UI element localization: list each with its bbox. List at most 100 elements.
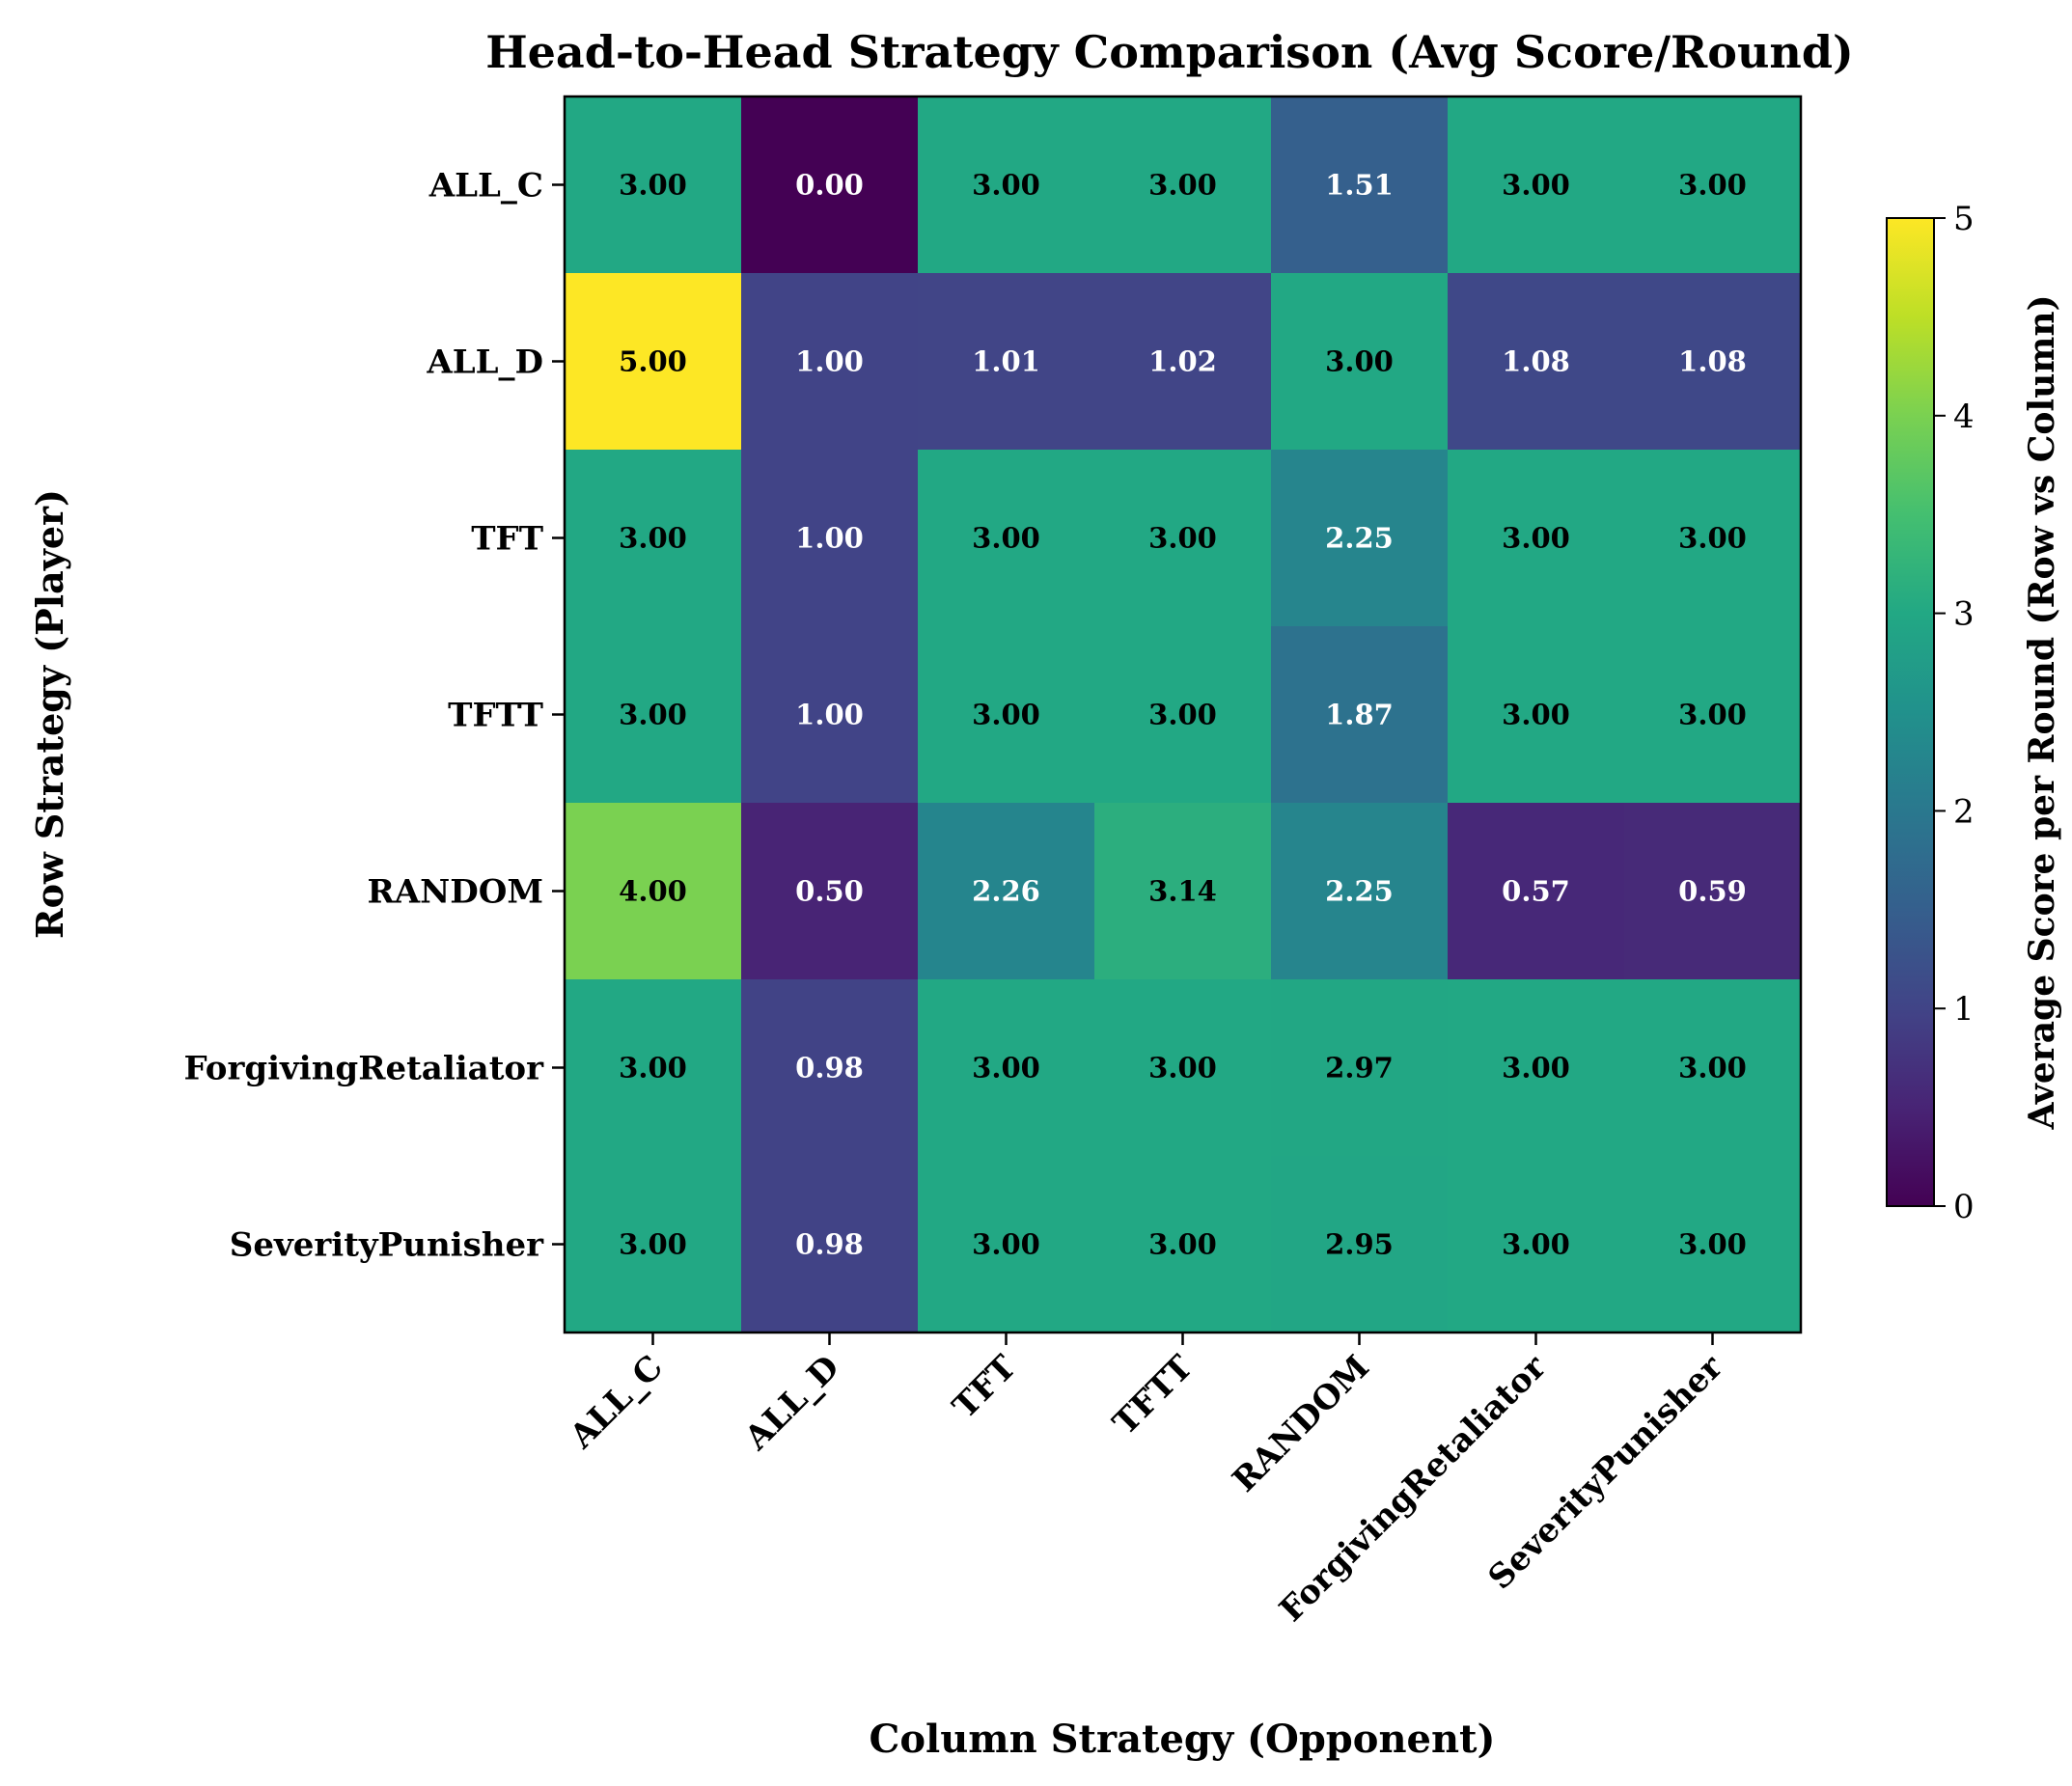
heatmap-cell (1624, 96, 1802, 274)
x-tick-label: ALL_C (562, 1348, 671, 1457)
heatmap-cell (918, 1156, 1095, 1333)
heatmap-cell (1094, 273, 1272, 451)
heatmap-cell (1271, 803, 1449, 980)
heatmap-cell (1448, 803, 1625, 980)
heatmap-cell (1271, 979, 1449, 1157)
heatmap-cell (1271, 626, 1449, 804)
cell-value-label: 3.00 (1678, 1052, 1747, 1085)
heatmap-cell (565, 1156, 742, 1333)
cell-value-label: 3.00 (1148, 522, 1217, 555)
cell-value-label: 0.57 (1502, 875, 1570, 908)
cell-value-label: 3.00 (972, 169, 1040, 202)
colorbar-tick-label: 1 (1953, 990, 1975, 1029)
heatmap-cell (1448, 626, 1625, 804)
cell-value-label: 0.50 (795, 875, 864, 908)
cell-value-label: 3.00 (972, 699, 1040, 731)
cell-value-label: 1.02 (1148, 345, 1217, 378)
cell-value-label: 3.00 (1148, 699, 1217, 731)
heatmap-cell (1448, 273, 1625, 451)
heatmap-cell (918, 979, 1095, 1157)
cell-value-label: 3.00 (1502, 169, 1570, 202)
cell-value-label: 3.00 (619, 1052, 687, 1085)
y-tick-label: RANDOM (368, 873, 543, 912)
cell-value-label: 3.00 (1502, 522, 1570, 555)
x-tick-label: RANDOM (1226, 1348, 1377, 1499)
cell-value-label: 3.00 (1325, 345, 1394, 378)
cell-value-label: 3.00 (1678, 699, 1747, 731)
heatmap-cell (741, 626, 919, 804)
heatmap-cell (1624, 1156, 1802, 1333)
cell-value-label: 0.59 (1678, 875, 1747, 908)
cell-value-label: 5.00 (619, 345, 687, 378)
heatmap-cell (918, 450, 1095, 627)
x-tick-label: TFTT (1106, 1348, 1201, 1443)
heatmap-cell (1624, 273, 1802, 451)
cell-value-label: 1.00 (795, 345, 864, 378)
heatmap-cell (1624, 803, 1802, 980)
heatmap-cell (1448, 979, 1625, 1157)
colorbar-ticks: 0 1 2 3 4 5 (1934, 200, 1975, 1226)
cell-value-label: 3.00 (972, 1052, 1040, 1085)
x-tick-label: TFT (946, 1348, 1024, 1426)
y-tick-label: ForgivingRetaliator (183, 1050, 544, 1088)
cell-value-label: 3.00 (1502, 1052, 1570, 1085)
cell-value-label: 3.00 (619, 169, 687, 202)
cell-value-label: 2.26 (972, 875, 1040, 908)
cell-value-label: 3.00 (619, 1228, 687, 1261)
cell-value-label: 1.87 (1325, 699, 1394, 731)
heatmap-cell (741, 803, 919, 980)
heatmap-cell (918, 803, 1095, 980)
cell-value-label: 3.00 (1148, 169, 1217, 202)
cell-value-label: 0.00 (795, 169, 864, 202)
cell-value-label: 1.08 (1678, 345, 1747, 378)
heatmap-cell (565, 979, 742, 1157)
heatmap-cell (741, 979, 919, 1157)
cell-value-label: 2.25 (1325, 875, 1394, 908)
heatmap-cell (1094, 979, 1272, 1157)
cell-value-label: 2.97 (1325, 1052, 1394, 1085)
heatmap-cell (565, 803, 742, 980)
x-tick-label: ALL_D (737, 1348, 847, 1458)
colorbar-label: Average Score per Round (Row vs Column) (2022, 294, 2062, 1130)
cell-value-label: 3.00 (1502, 1228, 1570, 1261)
heatmap-cell (1094, 803, 1272, 980)
heatmap-cell (565, 96, 742, 274)
y-tick-label: TFT (471, 520, 543, 559)
x-axis-label: Column Strategy (Opponent) (870, 1717, 1496, 1762)
chart-title: Head-to-Head Strategy Comparison (Avg Sc… (485, 26, 1854, 78)
heatmap-cell (565, 626, 742, 804)
cell-value-label: 3.14 (1148, 875, 1217, 908)
heatmap-cell (565, 273, 742, 451)
heatmap-cell (918, 96, 1095, 274)
colorbar-tick-label: 2 (1953, 792, 1975, 831)
heatmap-cell (918, 626, 1095, 804)
cell-value-label: 3.00 (619, 522, 687, 555)
cell-value-label: 1.01 (972, 345, 1040, 378)
heatmap-cell (741, 273, 919, 451)
y-tick-label: ALL_D (426, 343, 543, 382)
heatmap-cell (1271, 273, 1449, 451)
heatmap-cell (565, 450, 742, 627)
heatmap-cells (565, 96, 1802, 1333)
y-axis-ticks: ALL_C ALL_D TFT TFTT RANDOM ForgivingRetaliat… (183, 167, 565, 1265)
heatmap-cell (1271, 450, 1449, 627)
heatmap-cell (1448, 450, 1625, 627)
colorbar (1886, 217, 1935, 1207)
cell-value-label: 3.00 (1678, 1228, 1747, 1261)
heatmap-cell (1624, 979, 1802, 1157)
heatmap-cell (1094, 1156, 1272, 1333)
heatmap-cell (741, 1156, 919, 1333)
heatmap-cell-labels: 3.00 0.00 3.00 3.00 1.51 3.00 3.00 5.00 1.00 1.01… (619, 169, 1747, 1261)
cell-value-label: 2.95 (1325, 1228, 1394, 1261)
y-tick-label: ALL_C (428, 167, 543, 206)
cell-value-label: 3.00 (1678, 169, 1747, 202)
cell-value-label: 4.00 (619, 875, 687, 908)
heatmap-cell (1448, 1156, 1625, 1333)
heatmap-cell (1271, 96, 1449, 274)
cell-value-label: 1.51 (1325, 169, 1394, 202)
y-tick-label: TFTT (448, 697, 543, 735)
cell-value-label: 3.00 (1148, 1052, 1217, 1085)
heatmap-cell (1094, 450, 1272, 627)
cell-value-label: 3.00 (1502, 699, 1570, 731)
heatmap-cell (1271, 1156, 1449, 1333)
